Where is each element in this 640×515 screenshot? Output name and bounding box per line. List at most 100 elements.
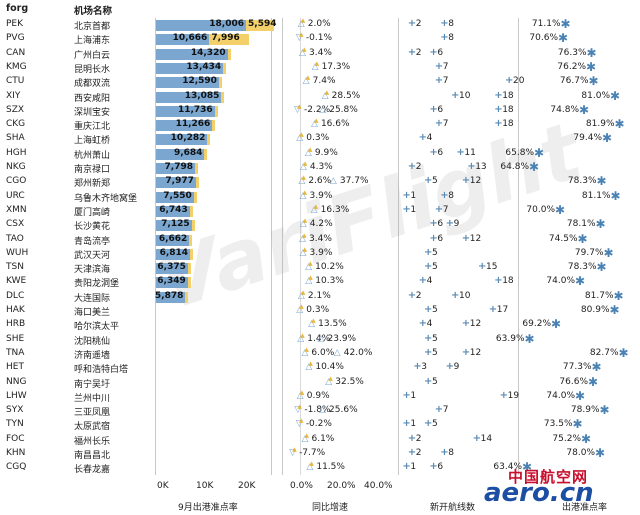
routes-new: 7	[442, 405, 449, 416]
ontime-rate-value: 63.4%	[493, 462, 522, 473]
rate-star-icon: ✱	[591, 360, 602, 375]
bar-value-label: 14,320	[190, 47, 226, 58]
growth-value-secondary: 25.6%	[329, 405, 358, 416]
table-row: XMN 厦门高崎 6,743 △ 16.3% ▴ +1 +7 70.0% ✱	[0, 201, 640, 219]
growth-value: 6.1%	[311, 433, 335, 444]
table-row: CTU 成都双流 12,590 △ 7.4% ▴ +7 +20 76.7% ✱	[0, 73, 640, 90]
table-row: SYX 三亚凤凰 ▽ -1.8% ▴ △ 25.6% +7 78.9% ✱	[0, 402, 640, 419]
bar-axis-tick: 20K	[238, 481, 256, 491]
growth-accent-triangle-icon: ▴	[311, 316, 316, 327]
table-row: SHE 沈阳桃仙 △ 1.4% ▴ △ 23.9% +5 63.9% ✱	[0, 331, 640, 348]
growth-value: 0.3%	[306, 305, 330, 315]
bar-accent	[223, 62, 227, 74]
bar-flights	[156, 177, 196, 189]
airport-code: WUH	[6, 247, 29, 258]
growth-value: 13.5%	[318, 319, 347, 330]
routes-new: 5	[432, 347, 438, 358]
growth-up-triangle-icon: △	[297, 333, 305, 344]
routes-total: 6	[437, 47, 444, 58]
route-plus-icon: +	[461, 346, 471, 358]
table-row: WUH 武汉天河 6,814 △ 3.9% ▴ +5 79.7% ✱	[0, 245, 640, 262]
growth-accent-triangle-icon: ▴	[313, 201, 319, 212]
bar-secondary	[246, 20, 274, 31]
routes-new: 3	[421, 362, 427, 373]
growth-value: 9.9%	[314, 147, 338, 158]
growth-value: -0.2%	[305, 419, 332, 430]
airport-code: CSX	[6, 219, 25, 230]
table-row: FOC 福州长乐 △ 6.1% ▴ +2 +14 75.2% ✱	[0, 431, 640, 448]
growth-up-triangle-icon: △	[299, 233, 306, 244]
airport-code: KMG	[6, 61, 27, 72]
bar-value-label: 13,085	[184, 90, 220, 101]
bar-value-label: 11,266	[175, 119, 211, 130]
table-row: TSN 天津滨海 6,375 △ 10.2% ▴ +5 +15 78.3% ✱	[0, 259, 640, 276]
routes-total: 7	[442, 61, 449, 72]
logo-cn: 中国航空网	[508, 468, 589, 486]
rate-star-icon: ✱	[551, 317, 562, 332]
growth-up-triangle-icon: △	[296, 305, 304, 315]
airport-code: DLC	[6, 290, 25, 301]
routes-total: 17	[496, 305, 509, 315]
ontime-rate-value: 76.6%	[559, 376, 588, 387]
route-plus-icon: +	[418, 318, 427, 330]
routes-new: 4	[426, 319, 433, 330]
bar-flights	[156, 248, 191, 260]
rate-star-icon: ✱	[602, 131, 613, 146]
route-plus-icon: +	[418, 275, 427, 287]
ontime-rate-value: 73.5%	[543, 419, 573, 430]
route-plus-icon: +	[424, 246, 433, 258]
growth-accent-triangle-icon: ▴	[308, 259, 313, 270]
table-row: XIY 西安咸阳 13,085 △ 28.5% ▴ +10 +18 81.0% ✱	[0, 88, 640, 105]
routes-total: 8	[448, 448, 454, 458]
bar-flights	[156, 62, 224, 74]
growth-up-triangle-icon: △	[310, 119, 318, 130]
route-plus-icon: +	[429, 218, 438, 230]
routes-new: 4	[426, 133, 433, 144]
route-plus-icon: +	[424, 261, 433, 273]
bar-flights	[156, 205, 190, 217]
route-plus-icon: +	[440, 32, 449, 44]
routes-total: 13	[475, 162, 487, 172]
growth-accent-triangle-icon: ▴	[309, 459, 314, 470]
ontime-rate-value: 80.9%	[580, 305, 610, 315]
rate-star-icon: ✱	[581, 431, 592, 446]
routes-new: 1	[410, 462, 417, 473]
table-row: URC 乌鲁木齐地窝堡 7,550 △ 3.9% ▴ +1 +8 81.1% ✱	[0, 188, 640, 205]
route-plus-icon: +	[451, 289, 460, 301]
table-row: DLC 大连国际 5,878 △ 2.1% ▴ +2 +10 81.7% ✱	[0, 288, 640, 305]
rate-star-icon: ✱	[588, 374, 599, 389]
growth-axis-tick: 0.0%	[290, 481, 313, 491]
bar-axis-title: 9月出港准点率	[178, 503, 238, 513]
ontime-rate-value: 77.3%	[562, 362, 592, 373]
route-plus-icon: +	[456, 146, 465, 158]
bar-accent	[218, 77, 222, 89]
routes-total: 18	[502, 276, 514, 287]
bar-axis-tick: 0K	[157, 481, 169, 491]
routes-total: 12	[469, 347, 482, 358]
routes-new: 10	[459, 90, 471, 101]
route-plus-icon: +	[445, 218, 454, 230]
ontime-rate-value: 63.9%	[495, 333, 525, 344]
route-plus-icon: +	[445, 361, 454, 373]
growth-up-triangle-icon: △	[321, 90, 329, 101]
bar-flights	[156, 191, 194, 203]
bar-value-label: 7,798	[164, 162, 193, 172]
routes-total: 8	[448, 19, 454, 29]
airport-code: TNA	[6, 347, 25, 358]
airport-code: NKG	[6, 162, 26, 172]
routes-new: 1	[410, 390, 417, 401]
route-plus-icon: +	[451, 89, 460, 101]
growth-accent-triangle-icon: ▴	[328, 373, 333, 384]
bar-accent	[190, 248, 194, 260]
growth-value: 10.4%	[315, 362, 344, 373]
routes-total: 20	[513, 76, 525, 87]
growth-value: 3.4%	[309, 47, 332, 58]
route-plus-icon: +	[494, 103, 503, 115]
ontime-rate-value: 81.7%	[584, 290, 614, 301]
airport-code: HET	[6, 362, 24, 373]
bar-flights	[156, 263, 188, 275]
airport-name: 南昌昌北	[74, 451, 111, 461]
airport-name: 济南遥墙	[74, 350, 111, 361]
rate-star-icon: ✱	[572, 417, 583, 432]
routes-new: 5	[432, 333, 438, 344]
